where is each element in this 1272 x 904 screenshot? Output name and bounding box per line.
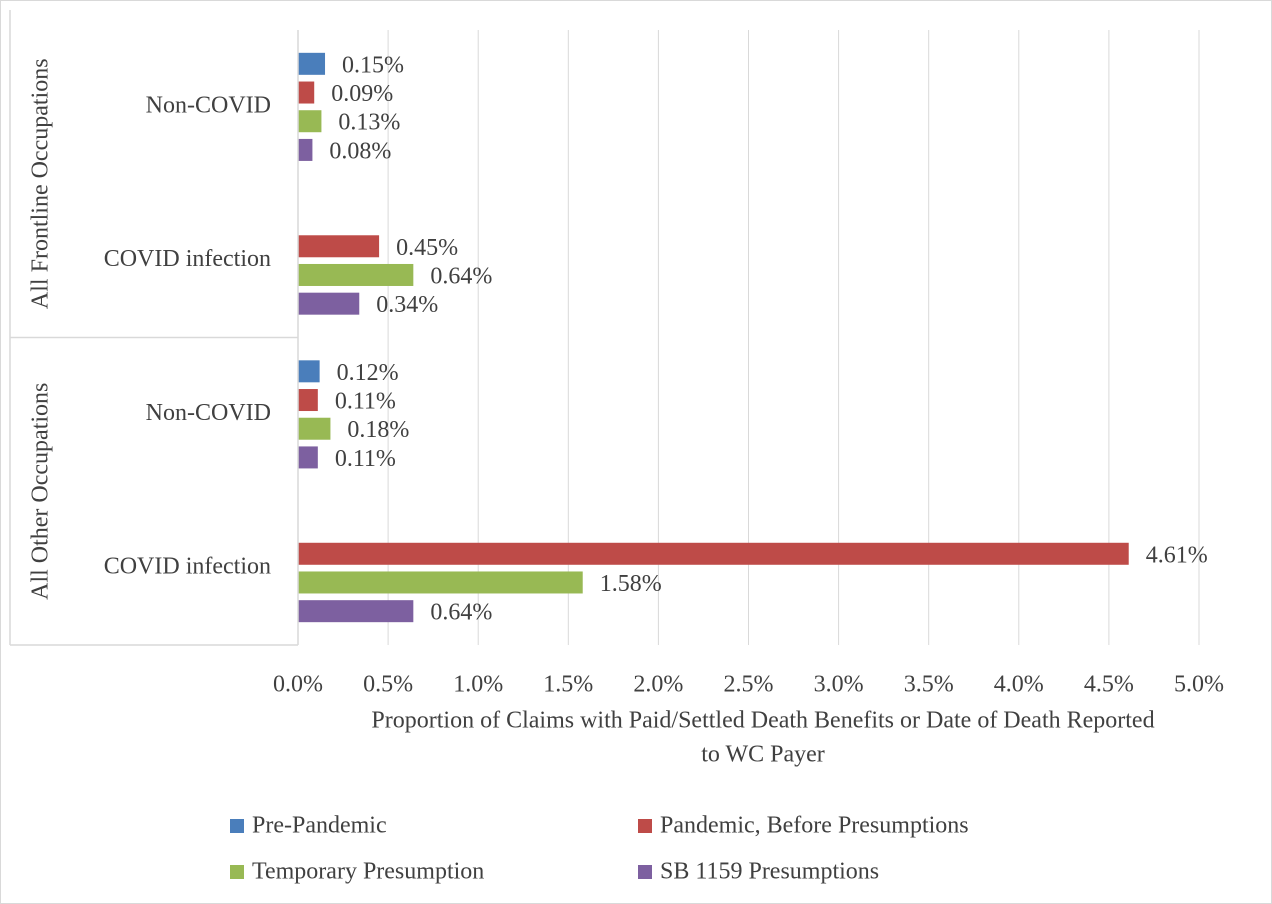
data-label: 0.34%	[376, 292, 438, 318]
x-tick-label: 2.0%	[633, 672, 683, 698]
bar	[298, 292, 360, 315]
data-label: 0.18%	[347, 417, 409, 443]
data-label: 0.11%	[335, 446, 396, 472]
category-label: Non-COVID	[146, 400, 271, 426]
bar	[298, 542, 1129, 565]
data-label: 1.58%	[600, 571, 662, 597]
bar	[298, 417, 331, 440]
data-label: 0.11%	[335, 389, 396, 415]
data-label: 0.13%	[338, 110, 400, 136]
legend-label: SB 1159 Presumptions	[660, 859, 879, 885]
x-tick-label: 3.0%	[814, 672, 864, 698]
x-tick-label: 0.5%	[363, 672, 413, 698]
category-label: COVID infection	[104, 554, 271, 580]
x-tick-label: 0.0%	[273, 672, 323, 698]
x-tick-label: 5.0%	[1174, 672, 1224, 698]
x-tick-label: 2.5%	[724, 672, 774, 698]
legend-label: Pre-Pandemic	[252, 813, 387, 839]
data-label: 0.09%	[331, 81, 393, 107]
bar	[298, 81, 315, 104]
legend-label: Temporary Presumption	[252, 859, 484, 885]
legend-swatch	[230, 819, 244, 833]
grid	[387, 30, 1200, 645]
x-tick-label: 4.0%	[994, 672, 1044, 698]
data-label: 0.64%	[430, 600, 492, 626]
legend-swatch	[638, 819, 652, 833]
category-label: COVID infection	[104, 246, 271, 272]
bar	[298, 235, 380, 258]
x-tick-label: 4.5%	[1084, 672, 1134, 698]
legend-label: Pandemic, Before Presumptions	[660, 813, 969, 839]
x-axis-title: to WC Payer	[701, 742, 825, 768]
bar	[298, 389, 318, 412]
data-label: 0.15%	[342, 52, 404, 78]
group-label: All Other Occupations	[28, 383, 54, 600]
data-label: 0.08%	[329, 138, 391, 164]
bar	[298, 110, 322, 133]
legend-swatch	[230, 865, 244, 879]
bar	[298, 52, 326, 75]
bar	[298, 571, 583, 594]
bar	[298, 138, 313, 161]
bar	[298, 446, 318, 469]
category-label: Non-COVID	[146, 92, 271, 118]
data-label: 4.61%	[1146, 542, 1208, 568]
data-label: 0.64%	[430, 263, 492, 289]
bar	[298, 263, 414, 286]
data-label: 0.12%	[337, 360, 399, 386]
x-axis-title: Proportion of Claims with Paid/Settled D…	[371, 708, 1154, 734]
marks	[298, 52, 1129, 623]
bar	[298, 600, 414, 623]
x-tick-label: 3.5%	[904, 672, 954, 698]
bar	[298, 360, 320, 383]
group-label: All Frontline Occupations	[28, 58, 54, 309]
x-tick-label: 1.0%	[453, 672, 503, 698]
x-tick-label: 1.5%	[543, 672, 593, 698]
data-label: 0.45%	[396, 235, 458, 261]
legend-swatch	[638, 865, 652, 879]
